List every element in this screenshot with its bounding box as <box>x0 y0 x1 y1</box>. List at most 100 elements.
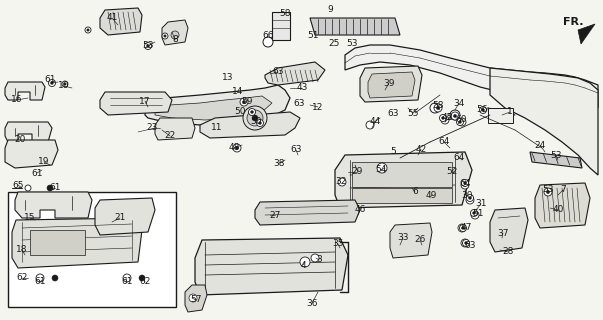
Circle shape <box>458 224 466 232</box>
Circle shape <box>62 81 68 87</box>
Text: 63: 63 <box>464 241 476 250</box>
Circle shape <box>263 37 273 47</box>
Text: 38: 38 <box>273 158 285 167</box>
Text: 55: 55 <box>407 108 418 117</box>
Circle shape <box>87 29 89 31</box>
Circle shape <box>437 106 440 109</box>
Circle shape <box>189 294 197 302</box>
Circle shape <box>338 178 346 186</box>
Polygon shape <box>310 18 400 35</box>
Text: 10: 10 <box>58 82 70 91</box>
Text: 53: 53 <box>542 186 554 195</box>
Circle shape <box>430 103 440 113</box>
Text: 53: 53 <box>142 42 154 51</box>
Circle shape <box>461 180 469 187</box>
Circle shape <box>25 185 31 191</box>
Text: 16: 16 <box>11 95 23 105</box>
Text: 32: 32 <box>335 178 347 187</box>
Polygon shape <box>15 192 92 218</box>
Text: 36: 36 <box>306 299 318 308</box>
Polygon shape <box>195 238 348 295</box>
Text: 49: 49 <box>425 191 437 201</box>
Circle shape <box>311 254 319 262</box>
Text: 5: 5 <box>390 147 396 156</box>
Circle shape <box>461 239 469 247</box>
Circle shape <box>251 111 253 113</box>
Polygon shape <box>490 208 528 252</box>
Text: 64: 64 <box>459 179 471 188</box>
Circle shape <box>464 242 467 244</box>
Text: 61: 61 <box>121 277 133 286</box>
Circle shape <box>456 118 464 125</box>
Polygon shape <box>345 45 598 108</box>
Bar <box>352 188 452 203</box>
Text: 61: 61 <box>49 183 61 193</box>
Text: 30: 30 <box>461 191 473 201</box>
Circle shape <box>242 100 245 104</box>
Circle shape <box>233 144 241 152</box>
Circle shape <box>463 239 470 246</box>
Polygon shape <box>265 62 325 85</box>
Circle shape <box>52 275 58 281</box>
Text: 12: 12 <box>312 102 324 111</box>
Text: 25: 25 <box>328 38 339 47</box>
Circle shape <box>434 104 442 112</box>
Circle shape <box>544 188 552 196</box>
Polygon shape <box>100 92 172 115</box>
Polygon shape <box>100 8 142 35</box>
Polygon shape <box>368 72 415 98</box>
Text: 46: 46 <box>355 205 365 214</box>
Text: 40: 40 <box>552 205 564 214</box>
Text: 62: 62 <box>16 274 28 283</box>
Circle shape <box>546 190 549 194</box>
Text: 15: 15 <box>24 213 36 222</box>
Polygon shape <box>490 68 598 175</box>
Circle shape <box>441 116 449 124</box>
Text: 53: 53 <box>346 38 358 47</box>
Text: 23: 23 <box>147 124 158 132</box>
Circle shape <box>482 108 484 111</box>
Polygon shape <box>5 122 52 142</box>
Bar <box>272 12 290 40</box>
Circle shape <box>123 274 131 282</box>
Text: 57: 57 <box>191 295 202 305</box>
Circle shape <box>461 181 469 189</box>
Text: 61: 61 <box>31 169 43 178</box>
Text: 29: 29 <box>352 167 362 177</box>
Text: 48: 48 <box>229 143 239 153</box>
Polygon shape <box>535 183 590 228</box>
Circle shape <box>473 212 475 214</box>
Circle shape <box>51 82 54 84</box>
Polygon shape <box>5 140 58 168</box>
Polygon shape <box>390 223 432 258</box>
Circle shape <box>450 110 460 120</box>
Bar <box>352 162 452 187</box>
Circle shape <box>441 116 444 119</box>
Circle shape <box>470 210 478 217</box>
Bar <box>488 108 513 123</box>
Circle shape <box>471 211 479 219</box>
Text: 64: 64 <box>438 138 450 147</box>
Circle shape <box>256 119 264 126</box>
Text: 20: 20 <box>14 135 26 145</box>
Circle shape <box>462 227 464 229</box>
Text: 41: 41 <box>106 13 118 22</box>
Text: 54: 54 <box>375 165 387 174</box>
Text: 63: 63 <box>387 108 399 117</box>
Polygon shape <box>12 218 142 268</box>
Polygon shape <box>155 96 272 120</box>
Circle shape <box>145 43 151 50</box>
Text: 65: 65 <box>12 180 24 189</box>
Circle shape <box>459 121 461 124</box>
Polygon shape <box>5 82 45 100</box>
Text: 53: 53 <box>551 150 562 159</box>
Text: 35: 35 <box>332 239 344 249</box>
Text: 11: 11 <box>211 123 223 132</box>
Polygon shape <box>155 118 195 140</box>
Circle shape <box>47 185 53 191</box>
Text: 34: 34 <box>453 99 465 108</box>
Circle shape <box>147 44 150 47</box>
Circle shape <box>162 33 168 39</box>
Text: 64: 64 <box>453 153 465 162</box>
Text: 60: 60 <box>455 116 467 124</box>
